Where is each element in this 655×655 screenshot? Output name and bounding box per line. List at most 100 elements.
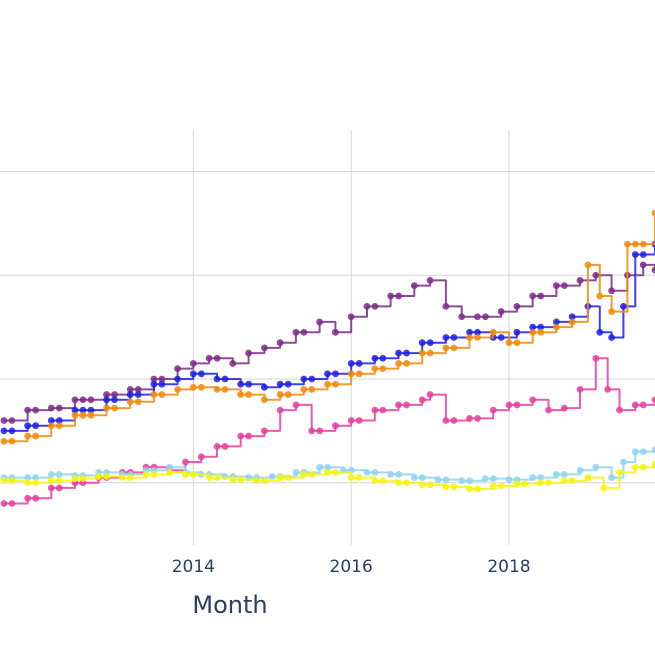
data-point <box>189 383 197 391</box>
data-point <box>32 406 40 414</box>
data-point <box>596 292 604 300</box>
data-point <box>142 471 150 478</box>
data-point <box>395 292 403 300</box>
data-point <box>197 370 205 378</box>
data-point <box>237 380 245 388</box>
data-point <box>387 292 395 300</box>
x-axis-title: Month <box>192 591 267 619</box>
data-point <box>182 471 189 478</box>
data-point <box>442 334 450 341</box>
data-point <box>371 468 379 476</box>
data-point <box>32 479 40 487</box>
data-point <box>521 480 529 488</box>
data-point <box>0 417 8 424</box>
data-point <box>150 391 158 398</box>
data-point <box>418 481 426 489</box>
data-point <box>292 468 300 476</box>
data-point <box>347 370 355 378</box>
data-point <box>55 484 63 492</box>
data-point <box>513 328 521 336</box>
data-point <box>434 476 442 484</box>
data-point <box>568 477 576 485</box>
data-point <box>639 240 647 248</box>
data-point <box>466 328 473 336</box>
data-point <box>604 385 612 393</box>
data-point <box>529 328 537 336</box>
data-point <box>410 474 418 481</box>
data-point <box>458 313 466 321</box>
data-point <box>316 427 324 435</box>
data-point <box>529 292 537 300</box>
data-point <box>426 349 434 357</box>
data-point <box>260 396 268 404</box>
data-point <box>347 417 355 424</box>
data-point <box>126 398 134 406</box>
data-point <box>0 477 8 485</box>
data-point <box>631 448 639 456</box>
data-point <box>505 476 513 484</box>
data-point <box>620 458 627 466</box>
data-point <box>403 401 410 409</box>
data-point <box>221 385 229 393</box>
data-point <box>111 391 118 398</box>
data-point <box>87 411 95 419</box>
data-point <box>363 302 371 310</box>
data-point <box>205 474 213 481</box>
data-point <box>8 500 16 507</box>
data-point <box>545 406 552 414</box>
data-point <box>379 365 387 373</box>
data-point <box>300 471 308 478</box>
data-point <box>332 468 339 476</box>
data-point <box>316 318 324 326</box>
data-point <box>79 411 87 419</box>
data-point <box>276 406 284 414</box>
data-point <box>450 417 458 424</box>
data-point <box>592 271 600 279</box>
data-point <box>426 277 434 284</box>
data-point <box>103 396 110 404</box>
data-point <box>584 474 592 481</box>
data-point <box>71 396 79 404</box>
data-point <box>371 477 379 485</box>
data-point <box>158 391 166 398</box>
data-point <box>497 334 505 341</box>
data-point <box>245 349 252 357</box>
data-point <box>363 468 371 476</box>
data-point <box>276 474 284 481</box>
data-point <box>47 404 55 412</box>
data-point <box>545 479 552 487</box>
data-point <box>442 417 450 424</box>
data-point <box>150 380 158 388</box>
data-point <box>418 396 426 404</box>
data-point <box>403 479 410 487</box>
data-point <box>55 477 63 485</box>
data-point <box>111 404 118 412</box>
data-point <box>245 380 253 388</box>
data-point <box>347 360 355 367</box>
data-point <box>276 380 284 388</box>
data-point <box>395 360 402 367</box>
data-point <box>474 313 481 321</box>
data-point <box>300 328 308 336</box>
data-point <box>229 476 237 484</box>
data-point <box>213 443 221 450</box>
data-point <box>426 391 434 398</box>
data-point <box>158 380 166 388</box>
data-point <box>651 446 655 453</box>
x-tick-label: 2016 <box>330 557 373 577</box>
data-point <box>616 468 623 476</box>
data-point <box>568 313 576 321</box>
data-point <box>426 339 434 347</box>
data-point <box>189 360 197 367</box>
data-point <box>126 474 134 481</box>
data-point <box>442 476 450 484</box>
data-point <box>24 474 32 481</box>
data-point <box>260 344 268 352</box>
data-point <box>355 417 363 424</box>
data-point <box>316 463 324 471</box>
data-point <box>324 468 331 476</box>
data-point <box>371 354 379 362</box>
data-point <box>332 370 339 378</box>
data-point <box>213 375 221 383</box>
